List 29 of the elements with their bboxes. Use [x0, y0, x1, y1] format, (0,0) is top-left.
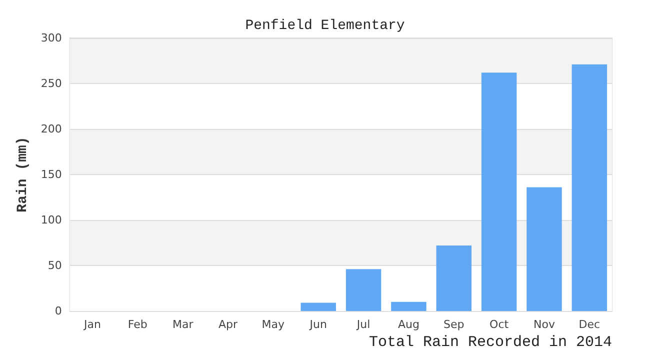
x-axis-title: Total Rain Recorded in 2014 [368, 334, 612, 351]
bar [346, 269, 382, 311]
x-tick-label: Jun [308, 318, 327, 331]
y-tick-label: 50 [48, 259, 62, 272]
x-tick-label: Sep [444, 318, 464, 331]
bar [391, 302, 426, 311]
x-tick-label: Oct [490, 318, 510, 331]
x-tick-label: May [262, 318, 286, 331]
bar [526, 187, 562, 311]
bar [572, 64, 608, 311]
y-tick-label: 250 [40, 77, 62, 90]
y-tick-label: 0 [54, 304, 62, 318]
y-tick-label: 100 [40, 214, 62, 226]
y-axis-title: Rain (mm) [15, 136, 31, 212]
x-tick-label: Jul [356, 318, 370, 331]
bar [481, 72, 517, 311]
x-tick-label: Dec [578, 318, 600, 331]
bar [300, 302, 336, 311]
y-tick-label: 200 [40, 122, 62, 136]
bar [436, 245, 472, 311]
x-tick-label: Aug [398, 318, 420, 331]
x-tick-label: Apr [218, 318, 238, 331]
x-tick-label: Feb [128, 318, 148, 331]
chart-title: Penfield Elementary [245, 18, 405, 34]
y-tick-label: 300 [40, 32, 62, 44]
y-tick-label: 150 [40, 168, 62, 181]
x-tick-label: Mar [172, 318, 194, 331]
x-tick-label: Jan [83, 318, 101, 331]
x-tick-label: Nov [534, 318, 556, 331]
